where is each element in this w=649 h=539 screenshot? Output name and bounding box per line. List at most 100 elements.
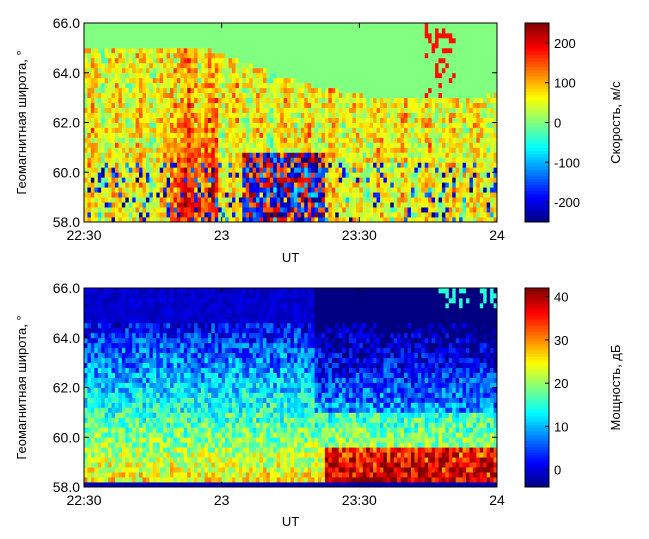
heatmap-cell [101, 72, 106, 79]
heatmap-cell [256, 23, 260, 29]
heatmap-cell [483, 102, 488, 108]
heatmap-cell [266, 157, 271, 163]
heatmap-cell [256, 142, 260, 148]
heatmap-cell [252, 42, 257, 49]
heatmap-cell [149, 72, 154, 79]
heatmap-cell [393, 202, 398, 208]
heatmap-cell [345, 67, 350, 74]
heatmap-cell [87, 162, 92, 168]
heatmap-cell [417, 42, 422, 49]
heatmap-cell [159, 67, 164, 74]
heatmap-cell [379, 217, 384, 223]
heatmap-cell [132, 72, 137, 79]
heatmap-cell [128, 62, 133, 69]
heatmap-cell [493, 77, 498, 84]
heatmap-cell [152, 97, 157, 104]
heatmap-cell [428, 202, 433, 208]
heatmap-cell [190, 127, 195, 133]
heatmap-cell [335, 72, 340, 79]
heatmap-cell [245, 77, 250, 84]
heatmap-cell [410, 142, 415, 148]
heatmap-cell [417, 152, 422, 158]
heatmap-cell [421, 27, 426, 34]
heatmap-cell [441, 167, 446, 173]
heatmap-cell [201, 82, 205, 89]
heatmap-cell [483, 37, 488, 44]
heatmap-cell [483, 122, 488, 128]
heatmap-cell [386, 152, 391, 158]
heatmap-cell [324, 187, 329, 193]
heatmap-cell [201, 57, 205, 64]
heatmap-cell [87, 337, 92, 344]
heatmap-cell [84, 452, 88, 458]
heatmap-cell [407, 102, 412, 108]
heatmap-cell [125, 77, 130, 84]
heatmap-cell [462, 102, 467, 108]
heatmap-cell [204, 147, 209, 153]
heatmap-cell [84, 307, 88, 314]
heatmap-cell [373, 192, 377, 198]
heatmap-cell [194, 167, 198, 173]
heatmap-cell [287, 192, 291, 198]
heatmap-cell [190, 212, 195, 218]
heatmap-cell [466, 107, 470, 113]
heatmap-cell [376, 92, 381, 99]
heatmap-cell [428, 47, 433, 54]
heatmap-cell [300, 52, 305, 59]
heatmap-cell [249, 177, 254, 183]
heatmap-cell [428, 67, 433, 74]
heatmap-cell [362, 162, 367, 168]
heatmap-cell [476, 107, 481, 113]
heatmap-cell [111, 42, 116, 49]
heatmap-cell [266, 152, 271, 158]
heatmap-cell [163, 187, 167, 193]
heatmap-cell [211, 207, 216, 213]
heatmap-cell [379, 87, 384, 94]
heatmap-cell [176, 202, 181, 208]
heatmap-cell [331, 97, 336, 104]
heatmap-cell [324, 77, 329, 84]
heatmap-cell [266, 37, 271, 44]
heatmap-cell [163, 142, 167, 148]
heatmap-cell [183, 122, 188, 128]
heatmap-cell [352, 102, 357, 108]
heatmap-cell [400, 37, 405, 44]
heatmap-cell [190, 147, 195, 153]
heatmap-cell [163, 107, 167, 113]
heatmap-cell [479, 127, 484, 133]
heatmap-cell [393, 132, 398, 138]
y-tick-label: 64.0 [53, 65, 80, 81]
heatmap-cell [349, 117, 353, 123]
heatmap-cell [183, 177, 188, 183]
heatmap-cell [424, 122, 429, 128]
heatmap-cell [118, 102, 123, 108]
heatmap-cell [417, 92, 422, 99]
heatmap-cell [369, 147, 374, 153]
heatmap-cell [466, 167, 470, 173]
heatmap-cell [304, 152, 309, 158]
heatmap-cell [242, 57, 247, 64]
heatmap-cell [428, 152, 433, 158]
heatmap-cell [256, 212, 260, 218]
heatmap-cell [421, 182, 426, 188]
heatmap-cell [397, 57, 402, 64]
heatmap-cell [118, 147, 123, 153]
heatmap-cell [466, 62, 470, 69]
heatmap-cell [493, 197, 498, 203]
heatmap-cell [256, 177, 260, 183]
heatmap-cell [204, 162, 209, 168]
heatmap-cell [324, 67, 329, 74]
heatmap-cell [376, 182, 381, 188]
heatmap-cell [407, 207, 412, 213]
heatmap-cell [108, 27, 112, 34]
heatmap-cell [352, 27, 357, 34]
heatmap-cell [139, 112, 143, 118]
heatmap-cell [383, 42, 388, 49]
heatmap-cell [211, 102, 216, 108]
heatmap-cell [214, 42, 219, 49]
heatmap-cell [455, 157, 460, 163]
heatmap-cell [379, 67, 384, 74]
heatmap-cell [101, 37, 106, 44]
heatmap-cell [156, 42, 161, 49]
heatmap-cell [125, 162, 130, 168]
